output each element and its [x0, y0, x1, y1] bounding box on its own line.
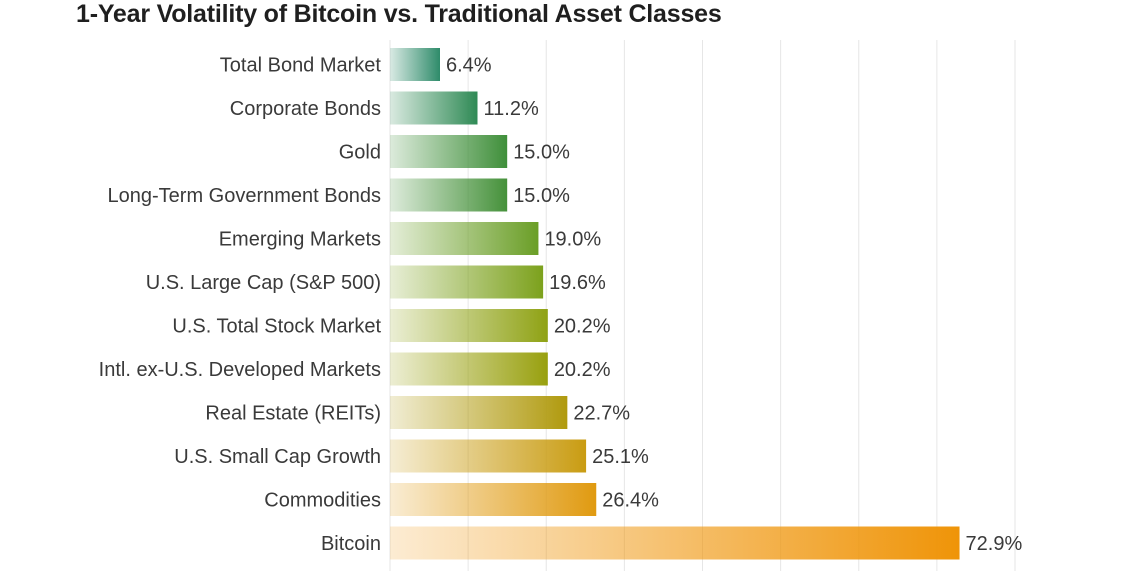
bar — [390, 439, 587, 473]
bar — [390, 222, 539, 255]
value-label: 20.2% — [554, 359, 611, 381]
bar — [390, 526, 960, 560]
category-label: Real Estate (REITs) — [205, 403, 381, 425]
value-label: 15.0% — [513, 185, 570, 207]
bar — [390, 352, 548, 386]
bars — [390, 48, 960, 560]
value-label: 19.6% — [549, 272, 606, 294]
labels: Total Bond Market 6.4% Corporate Bonds 11.2… — [99, 55, 1023, 556]
value-label: 15.0% — [513, 142, 570, 164]
bar — [390, 396, 568, 429]
category-label: Commodities — [264, 490, 381, 512]
category-label: U.S. Small Cap Growth — [174, 446, 381, 468]
value-label: 22.7% — [573, 403, 630, 425]
value-label: 20.2% — [554, 316, 611, 338]
value-label: 19.0% — [544, 229, 601, 251]
value-label: 72.9% — [966, 533, 1023, 555]
category-label: Long-Term Government Bonds — [108, 185, 381, 207]
bar — [390, 309, 548, 342]
category-label: Total Bond Market — [220, 55, 382, 77]
chart-title: 1-Year Volatility of Bitcoin vs. Traditi… — [76, 0, 722, 28]
bar — [390, 483, 597, 516]
value-label: 11.2% — [484, 98, 539, 120]
bar — [390, 91, 478, 125]
bar — [390, 178, 508, 212]
category-label: Bitcoin — [321, 533, 381, 555]
value-label: 26.4% — [602, 490, 659, 512]
bar — [390, 135, 508, 168]
category-label: Emerging Markets — [219, 229, 381, 251]
category-label: Gold — [339, 142, 381, 164]
category-label: Corporate Bonds — [230, 98, 381, 120]
category-label: Intl. ex-U.S. Developed Markets — [99, 359, 381, 381]
bar — [390, 48, 440, 81]
value-label: 6.4% — [446, 55, 492, 77]
category-label: U.S. Total Stock Market — [172, 316, 381, 338]
category-label: U.S. Large Cap (S&P 500) — [146, 272, 381, 294]
bar — [390, 265, 544, 299]
gridlines — [389, 40, 1016, 571]
value-label: 25.1% — [592, 446, 649, 468]
